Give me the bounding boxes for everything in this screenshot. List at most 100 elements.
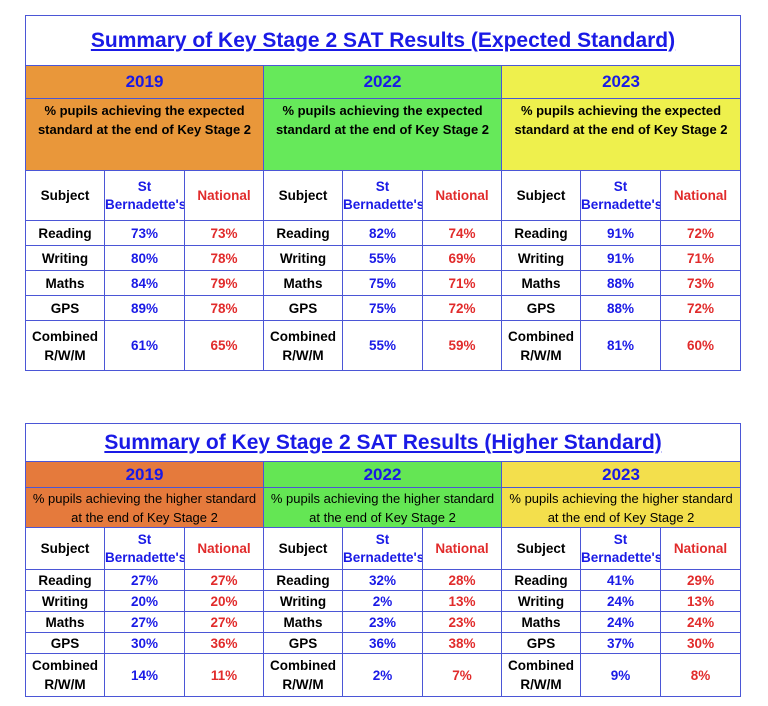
measure-description: % pupils achieving the expected standard… xyxy=(501,98,741,171)
school-value: 36% xyxy=(342,632,423,654)
school-value: 88% xyxy=(580,270,661,296)
school-column-header: St Bernadette's xyxy=(342,527,423,570)
year-header: 2023 xyxy=(500,461,742,488)
table-row: Combined R/W/M 14% 11% Combined R/W/M 2% 7% Co… xyxy=(25,653,742,697)
subject-label: Maths xyxy=(501,270,581,296)
national-value: 20% xyxy=(184,590,264,612)
national-value: 69% xyxy=(422,245,502,271)
subject-label: GPS xyxy=(25,632,105,654)
school-value: 91% xyxy=(580,245,661,271)
subject-label: Maths xyxy=(263,270,343,296)
school-value: 84% xyxy=(104,270,185,296)
school-value: 2% xyxy=(342,653,423,697)
table-title: Summary of Key Stage 2 SAT Results (High… xyxy=(104,430,662,454)
national-column-header: National xyxy=(660,170,741,221)
year-header: 2019 xyxy=(25,461,264,488)
national-column-header: National xyxy=(659,527,742,570)
national-value: 79% xyxy=(184,270,264,296)
table-row: Writing 80% 78% Writing 55% 69% Writing 91% 71% xyxy=(25,245,741,271)
subject-label: Maths xyxy=(263,611,343,633)
national-column-header: National xyxy=(184,527,264,570)
subject-label: GPS xyxy=(263,295,343,321)
table-row: Maths 84% 79% Maths 75% 71% Maths 88% 73% xyxy=(25,270,741,296)
school-column-header: St Bernadette's xyxy=(342,170,423,221)
school-value: 41% xyxy=(580,569,661,591)
national-value: 71% xyxy=(660,245,741,271)
national-value: 38% xyxy=(422,632,502,654)
year-header: 2023 xyxy=(501,65,741,99)
school-value: 55% xyxy=(342,245,423,271)
subject-label: Writing xyxy=(25,245,105,271)
school-value: 23% xyxy=(342,611,423,633)
school-value: 88% xyxy=(580,295,661,321)
school-value: 24% xyxy=(580,590,661,612)
national-value: 60% xyxy=(660,320,741,371)
subject-label: Reading xyxy=(25,220,105,246)
national-value: 78% xyxy=(184,295,264,321)
subject-column-header: Subject xyxy=(263,170,343,221)
national-value: 73% xyxy=(660,270,741,296)
subject-column-header: Subject xyxy=(501,170,581,221)
national-value: 24% xyxy=(659,611,742,633)
expected-standard-table: Summary of Key Stage 2 SAT Results (Expe… xyxy=(25,15,741,371)
school-value: 37% xyxy=(580,632,661,654)
subject-label: Combined R/W/M xyxy=(501,653,581,697)
subject-label: Reading xyxy=(25,569,105,591)
national-value: 28% xyxy=(422,569,502,591)
national-value: 72% xyxy=(660,220,741,246)
school-value: 30% xyxy=(104,632,185,654)
school-value: 20% xyxy=(104,590,185,612)
school-value: 32% xyxy=(342,569,423,591)
year-header: 2022 xyxy=(263,65,502,99)
national-value: 78% xyxy=(184,245,264,271)
national-column-header: National xyxy=(422,527,502,570)
subject-label: Combined R/W/M xyxy=(263,320,343,371)
subject-label: Maths xyxy=(25,270,105,296)
national-value: 36% xyxy=(184,632,264,654)
subject-label: Writing xyxy=(501,590,581,612)
subject-label: Maths xyxy=(501,611,581,633)
school-value: 73% xyxy=(104,220,185,246)
table-row: GPS 30% 36% GPS 36% 38% GPS 37% 30% xyxy=(25,632,742,654)
table-row: GPS 89% 78% GPS 75% 72% GPS 88% 72% xyxy=(25,295,741,321)
subject-label: Combined R/W/M xyxy=(25,653,105,697)
national-value: 13% xyxy=(659,590,742,612)
national-value: 73% xyxy=(184,220,264,246)
measure-description: % pupils achieving the higher standard a… xyxy=(500,487,742,528)
national-value: 59% xyxy=(422,320,502,371)
school-value: 80% xyxy=(104,245,185,271)
table-row: Reading 73% 73% Reading 82% 74% Reading 91% 72% xyxy=(25,220,741,246)
table-row: Combined R/W/M 61% 65% Combined R/W/M 55% 59%… xyxy=(25,320,741,371)
subject-label: Writing xyxy=(501,245,581,271)
subject-label: Writing xyxy=(263,245,343,271)
school-value: 27% xyxy=(104,611,185,633)
subject-column-header: Subject xyxy=(501,527,581,570)
national-value: 65% xyxy=(184,320,264,371)
school-value: 75% xyxy=(342,270,423,296)
subject-label: Reading xyxy=(501,220,581,246)
school-column-header: St Bernadette's xyxy=(104,527,185,570)
measure-description: % pupils achieving the expected standard… xyxy=(263,98,502,171)
school-value: 75% xyxy=(342,295,423,321)
school-value: 89% xyxy=(104,295,185,321)
year-header: 2019 xyxy=(25,65,264,99)
school-value: 2% xyxy=(342,590,423,612)
school-value: 61% xyxy=(104,320,185,371)
school-value: 14% xyxy=(104,653,185,697)
national-column-header: National xyxy=(184,170,264,221)
subject-label: Writing xyxy=(263,590,343,612)
subject-label: GPS xyxy=(501,632,581,654)
school-value: 81% xyxy=(580,320,661,371)
subject-column-header: Subject xyxy=(263,527,343,570)
subject-label: GPS xyxy=(25,295,105,321)
subject-label: Reading xyxy=(263,569,343,591)
national-value: 8% xyxy=(659,653,742,697)
national-value: 11% xyxy=(184,653,264,697)
year-header: 2022 xyxy=(263,461,502,488)
school-value: 24% xyxy=(580,611,661,633)
table-title: Summary of Key Stage 2 SAT Results (Expe… xyxy=(90,28,676,52)
national-value: 74% xyxy=(422,220,502,246)
school-value: 82% xyxy=(342,220,423,246)
national-value: 7% xyxy=(422,653,502,697)
national-value: 72% xyxy=(422,295,502,321)
